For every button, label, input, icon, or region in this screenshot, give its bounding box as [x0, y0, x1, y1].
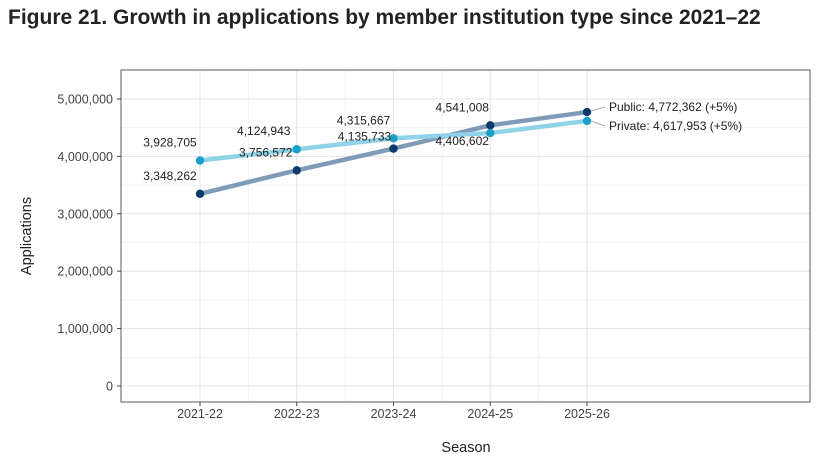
end-label-leader-public	[590, 106, 606, 112]
data-label-public: 4,541,008	[436, 100, 490, 114]
data-point-public	[389, 144, 398, 153]
data-point-private	[582, 116, 592, 126]
y-tick-label: 4,000,000	[57, 150, 113, 164]
x-tick-label: 2021-22	[177, 407, 223, 421]
x-tick-label: 2022-23	[274, 407, 320, 421]
y-tick-label: 0	[106, 380, 113, 394]
data-label-private: 4,124,943	[237, 124, 291, 138]
data-point-private	[195, 156, 205, 165]
y-axis-title: Applications	[19, 197, 35, 275]
data-label-private: 4,406,602	[436, 134, 490, 148]
end-label-private: Private: 4,617,953 (+5%)	[609, 119, 742, 133]
data-point-public	[195, 189, 205, 199]
y-tick-label: 5,000,000	[57, 93, 113, 107]
figure-title: Figure 21. Growth in applications by mem…	[8, 6, 761, 29]
y-tick-label: 3,000,000	[57, 207, 113, 221]
plot-panel	[121, 70, 810, 402]
end-label-public: Public: 4,772,362 (+5%)	[609, 100, 737, 114]
data-label-public: 3,348,262	[143, 169, 197, 183]
data-point-private	[486, 128, 495, 138]
data-point-public	[582, 107, 592, 117]
data-point-private	[389, 134, 398, 143]
end-label-leader-private	[590, 120, 606, 127]
y-tick-label: 1,000,000	[57, 322, 113, 336]
x-axis-title: Season	[441, 440, 490, 456]
x-tick-label: 2024-25	[467, 407, 513, 421]
data-label-public: 3,756,572	[239, 145, 293, 159]
x-tick-label: 2025-26	[564, 407, 610, 421]
data-label-private: 4,315,667	[337, 113, 391, 127]
data-label-public: 4,135,733	[338, 129, 392, 143]
data-point-public	[292, 166, 301, 175]
y-tick-label: 2,000,000	[57, 265, 113, 279]
data-label-private: 3,928,705	[143, 135, 197, 149]
x-tick-label: 2023-24	[371, 407, 417, 421]
plot-border	[120, 69, 811, 403]
data-point-private	[292, 145, 301, 154]
data-point-public	[486, 121, 495, 130]
